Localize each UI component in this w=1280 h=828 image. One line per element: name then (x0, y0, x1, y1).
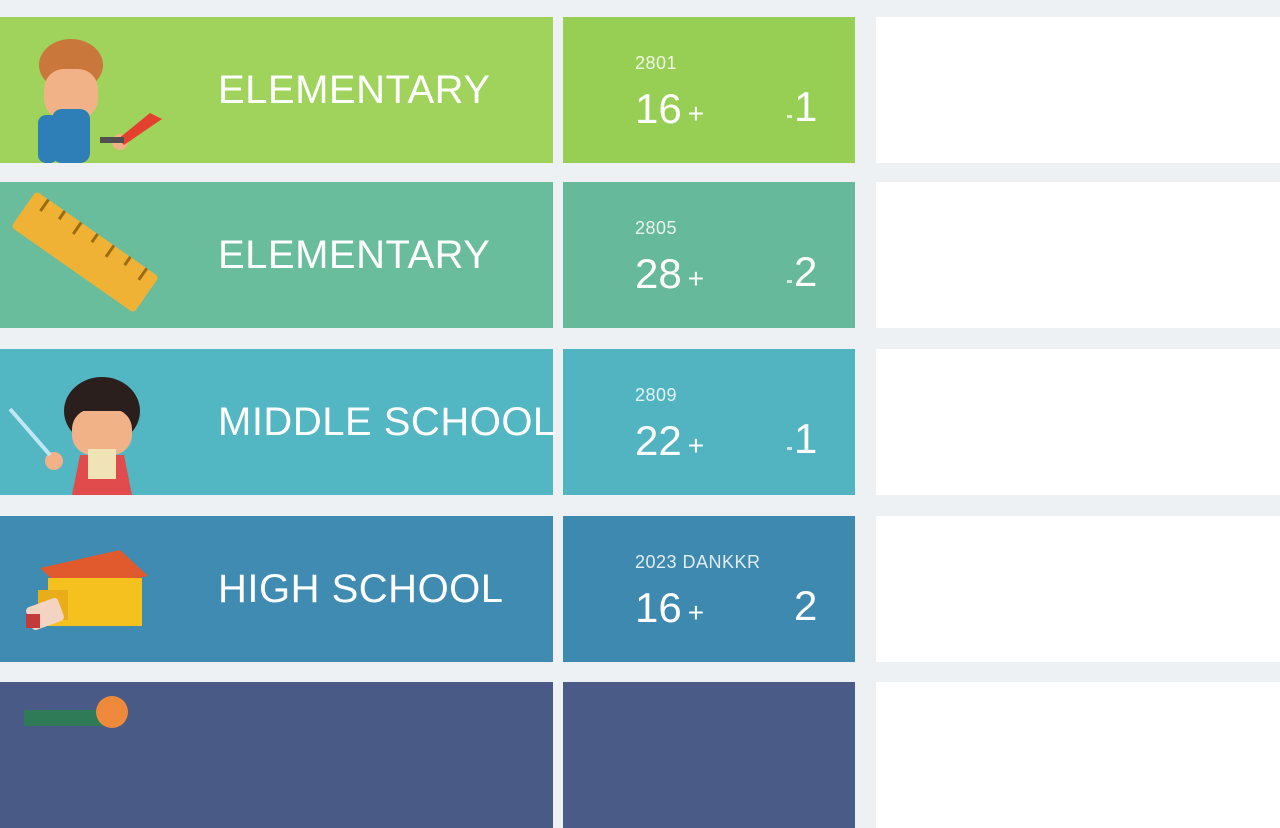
category-tile[interactable]: MIDDLE SCHOOL (0, 349, 556, 495)
table-row: ELEMENTARY 2801 16 + 1 (0, 17, 1280, 163)
stat-value: 22 + (635, 417, 705, 464)
ruler-icon (12, 192, 158, 312)
category-tile[interactable]: HIGH SCHOOL (0, 516, 553, 662)
table-row: HIGH SCHOOL 2023 DANKKR 16 + 2 (0, 516, 1280, 662)
stat-count: 1 (794, 83, 818, 130)
detail-panel (876, 349, 1280, 495)
pencil-ball-icon (24, 696, 128, 728)
stat-caption: 2801 (635, 53, 678, 73)
category-label: ELEMENTARY (218, 67, 491, 112)
girl-icon (8, 377, 140, 495)
stat-tile: 2809 22 + 1 (563, 349, 855, 495)
detail-panel (876, 17, 1280, 163)
detail-panel (876, 516, 1280, 662)
stat-count: 2 (794, 248, 818, 295)
school-building-icon (26, 550, 148, 630)
boy-painting-icon (38, 39, 162, 163)
stat-caption: 2809 (635, 385, 678, 405)
stat-tile: 2801 16 + 1 (563, 17, 855, 163)
category-tile[interactable] (0, 682, 553, 828)
category-label: ELEMENTARY (218, 232, 491, 277)
category-label: HIGH SCHOOL (218, 566, 504, 611)
stat-tile (563, 682, 855, 828)
stat-tile: 2023 DANKKR 16 + 2 (563, 516, 855, 662)
stat-value: 16 + (635, 85, 705, 132)
stat-count: 1 (794, 415, 818, 462)
category-tile[interactable]: ELEMENTARY (0, 182, 553, 328)
stat-tile: 2805 28 + 2 (563, 182, 855, 328)
stat-value: 16 + (635, 584, 705, 631)
detail-panel (876, 182, 1280, 328)
table-row (0, 682, 1280, 828)
stat-value: 28 + (635, 250, 705, 297)
stat-caption: 2023 DANKKR (635, 552, 761, 572)
stat-caption: 2805 (635, 218, 678, 238)
detail-panel (876, 682, 1280, 828)
category-tile[interactable]: ELEMENTARY (0, 17, 553, 163)
category-label: MIDDLE SCHOOL (218, 399, 556, 444)
stat-count: 2 (794, 582, 818, 629)
table-row: ELEMENTARY 2805 28 + 2 (0, 182, 1280, 328)
table-row: MIDDLE SCHOOL 2809 22 + 1 (0, 349, 1280, 495)
